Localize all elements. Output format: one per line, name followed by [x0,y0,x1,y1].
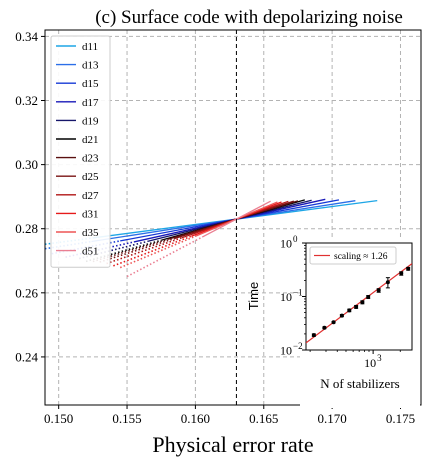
main-x-ticks: 0.150 0.155 0.160 0.165 0.170 0.175 [44,405,415,426]
chart-title: (c) Surface code with depolarizing noise [95,7,403,28]
inset-y-tick-exponent: 0 [293,234,298,244]
inset-x-tick-exponent: 3 [377,353,382,363]
inset-data-point [366,294,371,299]
legend-label-d31: d31 [82,208,99,220]
inset-data-point [360,300,365,305]
y-tick-label: 0.30 [15,157,38,172]
y-tick-label: 0.32 [15,93,38,108]
inset-y-tick-label: 10 [280,344,292,358]
y-tick-label: 0.26 [15,285,38,300]
legend-label-d51: d51 [82,246,99,258]
inset-x-axis-label: N of stabilizers [320,376,399,391]
legend-label-d25: d25 [82,171,99,183]
inset-data-point [376,288,381,293]
inset-legend-box [309,246,397,265]
legend-label-d27: d27 [82,190,99,202]
inset-y-tick-label: 10 [280,290,292,304]
main-x-axis-label: Physical error rate [152,432,313,457]
main-legend: d11 d13 d15 d17 d19 d21 d23 d25 d27 d31 d35 d51 [50,35,111,268]
inset-data-point [406,266,411,271]
legend-label-d21: d21 [82,134,99,146]
inset-chart: 10 −210 −110 010 3 scaling ≈ 1.26 Time N of … [246,234,420,408]
inset-content [306,263,412,344]
inset-data-point [347,308,352,313]
main-plot-frame [44,29,422,406]
x-tick-label: 0.155 [112,411,141,426]
series-d31-extrapolation [113,235,192,267]
legend-label-d15: d15 [82,78,99,90]
inset-y-axis-label: Time [246,282,261,310]
inset-y-tick-exponent: −1 [293,288,303,298]
x-tick-label: 0.160 [181,411,210,426]
x-tick-label: 0.165 [249,411,278,426]
inset-data-point [385,280,390,285]
inset-data-point [399,271,404,276]
inset-data-point [322,325,327,330]
inset-y-tick-exponent: −2 [293,341,303,351]
inset-legend-label: scaling ≈ 1.26 [334,252,388,262]
legend-label-d17: d17 [82,97,99,109]
y-tick-label: 0.34 [15,29,38,44]
inset-data-point [311,333,316,338]
legend-label-d19: d19 [82,115,99,127]
inset-data-point [354,304,359,309]
legend-box [50,35,111,268]
inset-data-point [339,313,344,318]
main-series-lines [45,198,378,278]
inset-ticks: 10 −210 −110 010 3 [280,234,401,370]
inset-y-tick-label: 10 [280,237,292,251]
y-tick-label: 0.24 [15,349,38,364]
x-tick-label: 0.150 [44,411,73,426]
main-y-ticks: 0.24 0.26 0.28 0.30 0.32 0.34 [15,29,45,364]
legend-label-d35: d35 [82,227,99,239]
inset-x-tick-label: 10 [364,356,376,370]
x-tick-label: 0.170 [318,411,347,426]
series-d35-extrapolation [119,235,196,269]
legend-label-d11: d11 [82,41,98,53]
inset-data-point [331,320,336,325]
inset-legend: scaling ≈ 1.26 [309,246,397,265]
legend-label-d23: d23 [82,153,99,165]
series-d51-extrapolation [126,236,203,278]
x-tick-label: 0.175 [386,411,415,426]
legend-label-d13: d13 [82,60,99,72]
y-tick-label: 0.28 [15,221,38,236]
